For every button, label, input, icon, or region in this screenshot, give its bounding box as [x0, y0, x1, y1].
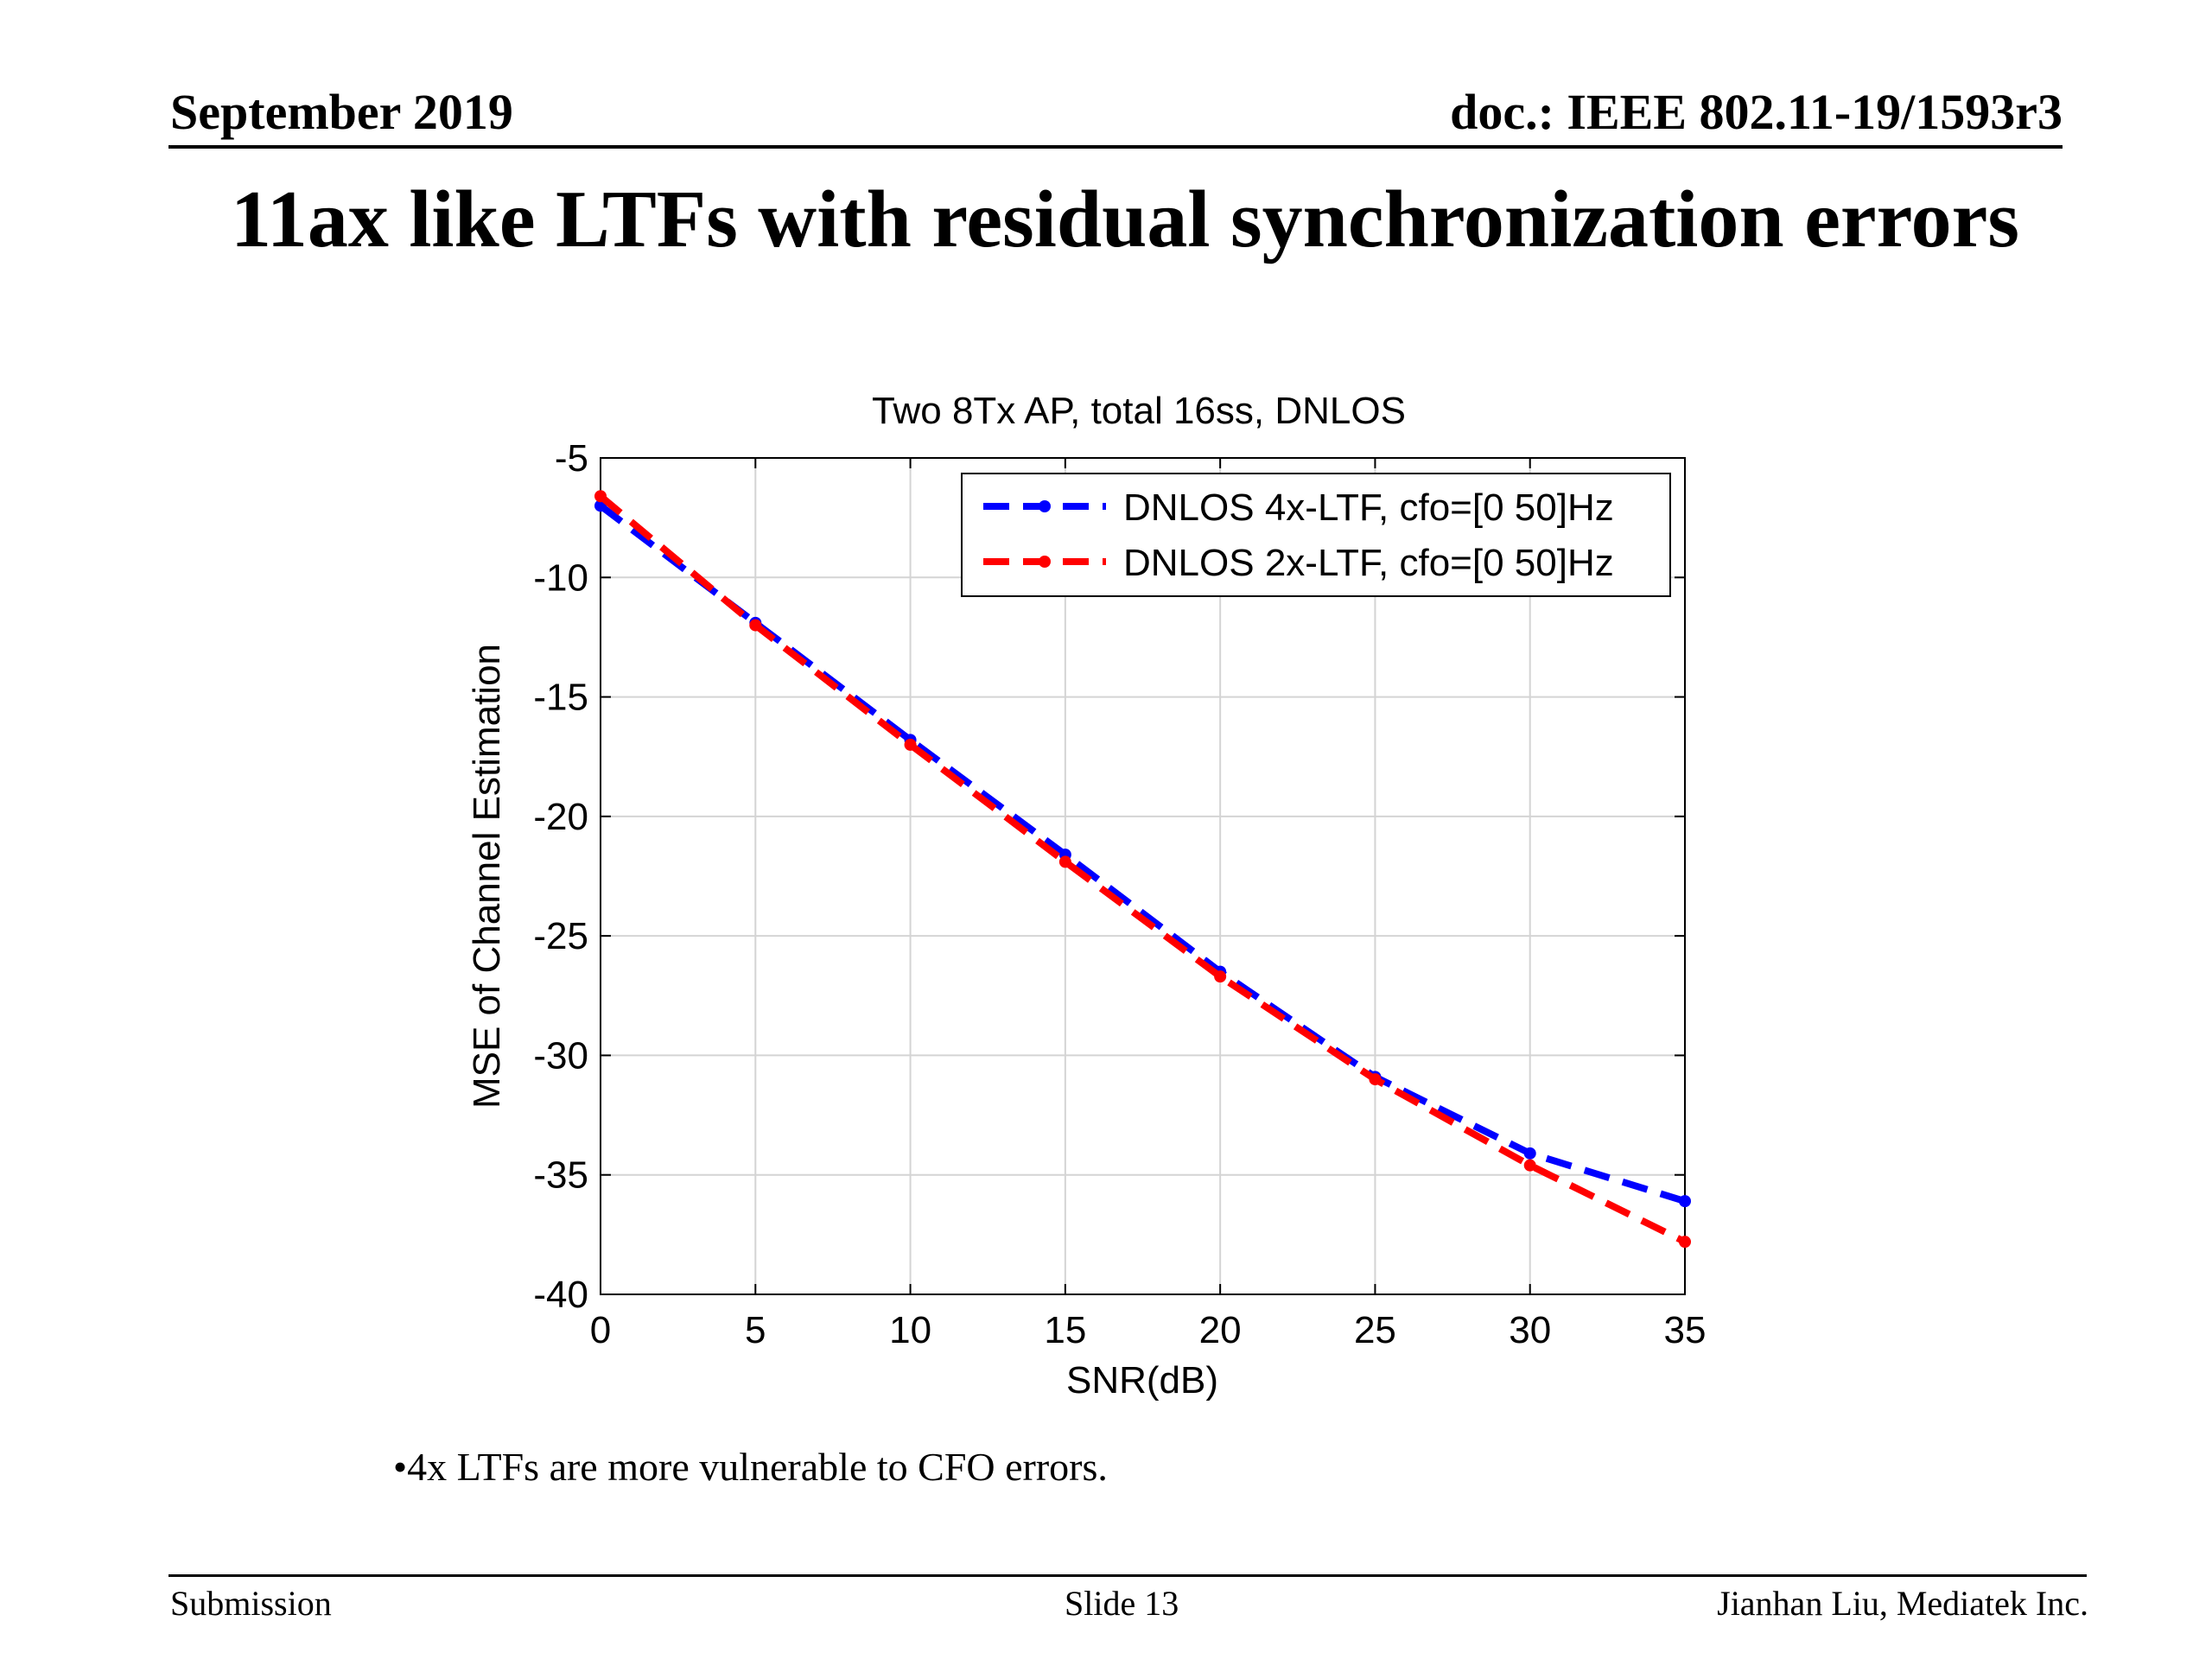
- y-tick-label: -20: [533, 796, 588, 838]
- x-tick-label: 30: [1509, 1309, 1551, 1351]
- x-tick-label: 0: [590, 1309, 611, 1351]
- header-doc-id: doc.: IEEE 802.11-19/1593r3: [1450, 84, 2063, 140]
- x-tick-label: 5: [745, 1309, 766, 1351]
- y-tick-label: -15: [533, 677, 588, 719]
- y-tick-label: -30: [533, 1034, 588, 1077]
- series-1-point: [749, 619, 762, 632]
- chart-series: [594, 490, 1691, 1249]
- y-tick-label: -5: [555, 437, 588, 480]
- legend-marker-4x: [1039, 500, 1051, 512]
- y-tick-label: -10: [533, 556, 588, 599]
- chart-grid: [601, 458, 1685, 1294]
- header-rule: [168, 145, 2063, 149]
- footer-submission: Submission: [170, 1584, 332, 1623]
- series-1-point: [1369, 1073, 1382, 1086]
- legend: DNLOS 4x-LTF, cfo=[0 50]Hz DNLOS 2x-LTF,…: [961, 473, 1671, 597]
- x-tick-label: 10: [889, 1309, 931, 1351]
- footer-author: Jianhan Liu, Mediatek Inc.: [1717, 1584, 2088, 1623]
- y-axis-label: MSE of Channel Estimation: [466, 644, 508, 1109]
- series-1-point: [1679, 1236, 1691, 1249]
- x-axis-label: SNR(dB): [1066, 1359, 1218, 1402]
- series-1-point: [1058, 855, 1071, 868]
- series-1-point: [594, 490, 607, 503]
- x-tick-label: 20: [1199, 1309, 1242, 1351]
- series-0-point: [1523, 1147, 1536, 1160]
- series-1-point: [904, 738, 917, 751]
- chart-ticks: 0 5 10 15 20 25 30 35 -5 -10 -15 -20 -25 -30 -35 -40: [533, 437, 1706, 1351]
- plot-frame: [600, 457, 1686, 1295]
- series-1-point: [1214, 970, 1227, 983]
- x-tick-label: 25: [1354, 1309, 1396, 1351]
- series-line-1: [598, 493, 1687, 1245]
- y-tick-label: -40: [533, 1274, 588, 1316]
- y-tick-label: -35: [533, 1154, 588, 1197]
- x-tick-label: 15: [1044, 1309, 1086, 1351]
- chart-title: Two 8Tx AP, total 16ss, DNLOS: [872, 390, 1406, 432]
- legend-box: [961, 473, 1671, 597]
- legend-marker-2x: [1039, 556, 1051, 568]
- slide-title: 11ax like LTFs with residual synchroniza…: [231, 175, 2019, 264]
- bullet-text: •4x LTFs are more vulnerable to CFO erro…: [393, 1445, 1108, 1489]
- series-line-0: [598, 503, 1687, 1205]
- series-1-point: [1523, 1159, 1536, 1172]
- header-date: September 2019: [170, 84, 513, 140]
- footer-slide-number: Slide 13: [1065, 1584, 1179, 1623]
- legend-label-4x: DNLOS 4x-LTF, cfo=[0 50]Hz: [1123, 486, 1614, 529]
- x-tick-label: 35: [1664, 1309, 1707, 1351]
- footer-rule: [168, 1574, 2087, 1577]
- y-tick-label: -25: [533, 915, 588, 957]
- legend-label-2x: DNLOS 2x-LTF, cfo=[0 50]Hz: [1123, 542, 1614, 584]
- series-0-point: [1679, 1195, 1691, 1208]
